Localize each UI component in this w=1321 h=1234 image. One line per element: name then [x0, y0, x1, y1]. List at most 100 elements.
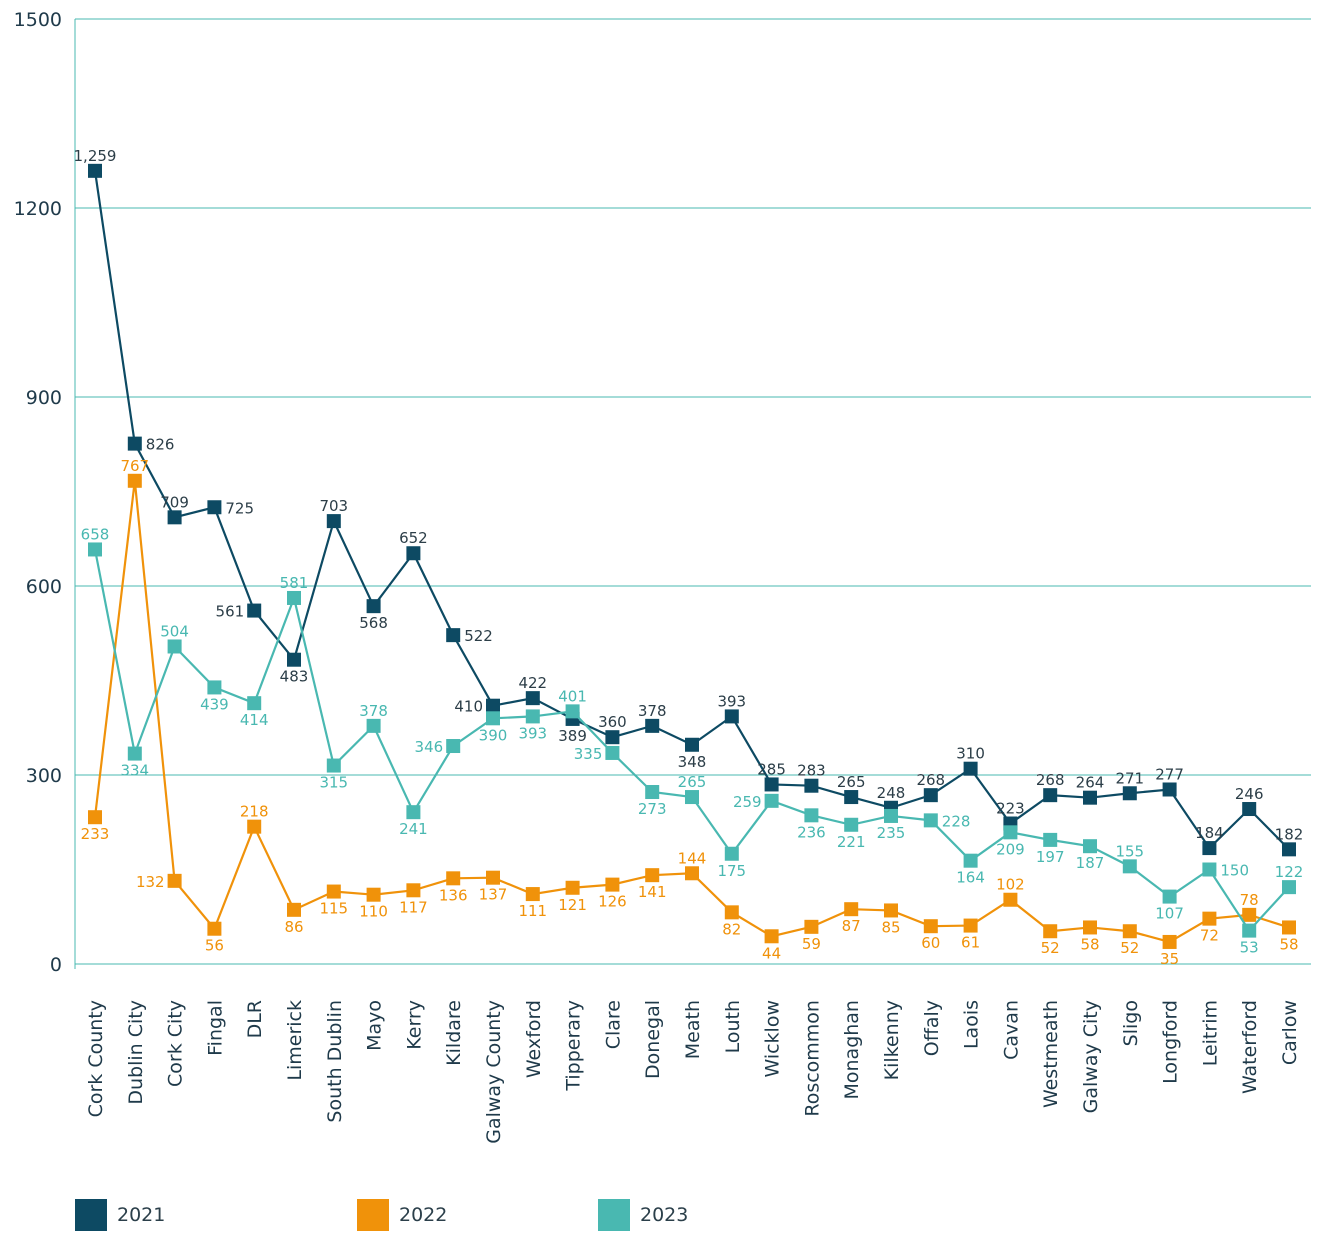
data-point-2022 — [764, 929, 779, 944]
data-point-2023 — [724, 846, 739, 861]
data-point-2021 — [247, 603, 262, 618]
data-label-2021: 182 — [1275, 825, 1304, 843]
data-label-2021: 483 — [280, 668, 309, 686]
data-label-2023: 393 — [518, 724, 547, 742]
data-label-2023: 175 — [717, 862, 746, 880]
data-point-2021 — [963, 761, 978, 776]
data-point-2021 — [486, 698, 500, 713]
data-label-2023: 259 — [733, 793, 762, 811]
data-label-2023: 414 — [240, 711, 269, 729]
data-label-2022: 136 — [439, 886, 468, 904]
data-label-2021: 277 — [1155, 765, 1184, 783]
data-point-2022 — [1282, 920, 1296, 935]
data-label-2023: 315 — [319, 774, 348, 792]
x-tick-label: Sligo — [1120, 1000, 1142, 1046]
data-point-2022 — [486, 870, 500, 885]
data-point-2022 — [406, 883, 421, 898]
data-point-2021 — [804, 778, 819, 793]
legend-swatch-2021 — [75, 1199, 107, 1231]
data-label-2022: 141 — [638, 883, 667, 901]
data-point-2021 — [1162, 782, 1177, 797]
data-point-2021 — [366, 599, 381, 614]
data-label-2023: 581 — [280, 574, 309, 592]
data-label-2023: 164 — [956, 869, 985, 887]
data-label-2022: 59 — [802, 935, 821, 953]
data-point-2021 — [326, 514, 341, 529]
data-label-2023: 658 — [81, 525, 110, 543]
data-point-2021 — [605, 730, 620, 745]
x-tick-label: Offaly — [921, 1000, 943, 1056]
data-label-2021: 703 — [319, 497, 348, 515]
data-label-2022: 233 — [81, 825, 110, 843]
data-label-2021: 265 — [837, 773, 866, 791]
data-point-2021 — [1282, 842, 1296, 857]
data-label-2022: 144 — [678, 849, 707, 867]
legend-swatch-2023 — [598, 1199, 630, 1231]
data-label-2023: 378 — [359, 702, 388, 720]
data-point-2022 — [844, 902, 859, 917]
data-label-2021: 310 — [956, 745, 985, 763]
data-label-2023: 241 — [399, 820, 428, 838]
data-label-2022: 110 — [359, 903, 388, 921]
data-label-2021: 223 — [996, 800, 1025, 818]
x-tick-label: Kerry — [403, 1000, 425, 1050]
data-point-2022 — [366, 887, 381, 902]
data-point-2021 — [764, 777, 779, 792]
data-point-2023 — [1043, 832, 1058, 847]
data-label-2022: 61 — [961, 934, 980, 952]
data-label-2021: 268 — [1036, 771, 1065, 789]
data-point-2022 — [1122, 924, 1137, 939]
data-point-2023 — [127, 746, 142, 761]
data-point-2023 — [446, 739, 461, 754]
legend-item-2022: 2022 — [357, 1199, 447, 1231]
data-point-2022 — [88, 810, 102, 825]
data-label-2023: 346 — [415, 738, 444, 756]
y-tick-label: 300 — [26, 765, 62, 787]
data-label-2021: 283 — [797, 762, 826, 780]
data-point-2021 — [1043, 788, 1058, 803]
x-tick-label: Carlow — [1279, 1000, 1301, 1065]
data-point-2022 — [446, 871, 461, 886]
data-label-2023: 334 — [120, 762, 149, 780]
data-label-2021: 709 — [160, 493, 189, 511]
legend-item-2023: 2023 — [598, 1199, 688, 1231]
data-point-2021 — [446, 628, 461, 643]
data-point-2021 — [1122, 786, 1137, 801]
data-point-2023 — [1242, 923, 1257, 938]
x-tick-label: DLR — [244, 1000, 266, 1038]
x-tick-label: Mayo — [364, 1000, 386, 1051]
data-label-2021: 568 — [359, 614, 388, 632]
data-point-2023 — [167, 639, 182, 654]
data-label-2022: 44 — [762, 944, 781, 962]
x-tick-label: Leitrim — [1199, 1000, 1221, 1066]
data-point-2022 — [804, 919, 819, 934]
data-label-2021: 248 — [877, 784, 906, 802]
data-label-2023: 122 — [1275, 863, 1304, 881]
x-tick-label: Dublin City — [125, 1000, 147, 1105]
data-point-2022 — [127, 473, 142, 488]
data-point-2021 — [287, 652, 301, 667]
data-point-2021 — [127, 436, 142, 451]
data-point-2021 — [923, 788, 938, 803]
data-point-2023 — [1003, 825, 1018, 840]
data-point-2023 — [1202, 862, 1217, 877]
x-tick-label: Longford — [1160, 1000, 1182, 1084]
data-label-2023: 401 — [558, 687, 587, 705]
data-point-2021 — [724, 709, 739, 724]
x-tick-label: Cork County — [85, 1000, 107, 1117]
data-label-2022: 126 — [598, 893, 627, 911]
data-label-2022: 117 — [399, 898, 428, 916]
data-label-2022: 218 — [240, 803, 269, 821]
data-point-2022 — [1083, 920, 1097, 935]
data-point-2023 — [326, 758, 341, 773]
data-label-2023: 107 — [1155, 905, 1184, 923]
data-label-2022: 56 — [205, 937, 224, 955]
data-point-2023 — [1282, 880, 1296, 895]
data-label-2022: 35 — [1160, 950, 1179, 968]
data-point-2023 — [247, 696, 262, 711]
x-tick-label: Cork City — [165, 1000, 187, 1087]
data-label-2022: 78 — [1240, 891, 1259, 909]
data-point-2022 — [247, 819, 262, 834]
data-point-2023 — [923, 813, 938, 828]
data-label-2021: 522 — [464, 627, 493, 645]
